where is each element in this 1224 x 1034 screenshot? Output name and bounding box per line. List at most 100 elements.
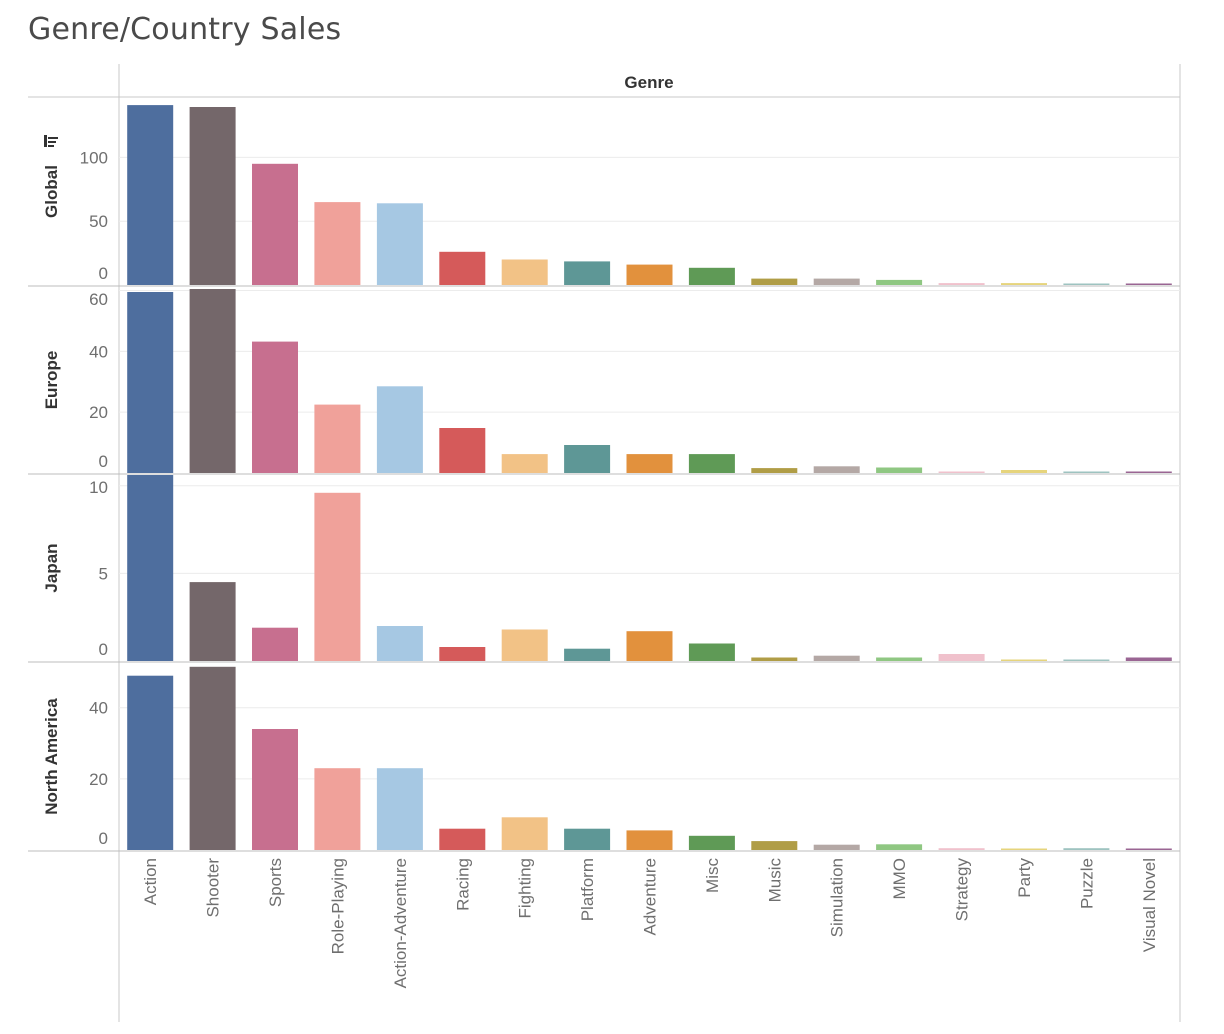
bar-europe-visual-novel[interactable] (1125, 471, 1172, 474)
bar-europe-strategy[interactable] (938, 471, 985, 474)
bar-north-america-action[interactable] (127, 675, 174, 850)
bar-japan-mmo[interactable] (876, 657, 923, 662)
y-tick-label: 10 (89, 478, 108, 497)
panel-label-north-america: North America (42, 698, 61, 815)
bar-europe-adventure[interactable] (626, 454, 673, 473)
x-tick-label: Sports (266, 858, 285, 907)
bar-europe-simulation[interactable] (813, 466, 860, 473)
bars (127, 105, 1172, 850)
y-tick-label: 5 (99, 564, 108, 583)
bar-europe-mmo[interactable] (876, 467, 923, 474)
bar-north-america-misc[interactable] (688, 835, 735, 850)
panel-label-global: Global (42, 165, 61, 218)
bar-global-role-playing[interactable] (314, 202, 361, 285)
bar-europe-role-playing[interactable] (314, 404, 361, 473)
y-tick-label: 20 (89, 770, 108, 789)
bar-global-fighting[interactable] (501, 259, 548, 286)
chart-title: Genre/Country Sales (28, 12, 342, 47)
y-tick-label: 0 (99, 452, 108, 471)
bar-europe-racing[interactable] (439, 428, 486, 473)
bar-europe-puzzle[interactable] (1063, 471, 1110, 474)
bar-japan-action-adventure[interactable] (376, 626, 423, 661)
bar-japan-simulation[interactable] (813, 655, 860, 661)
bar-europe-shooter[interactable] (189, 289, 236, 473)
x-tick-label: Action-Adventure (391, 858, 410, 988)
x-tick-label: Simulation (828, 858, 847, 937)
x-tick-label: Strategy (953, 858, 972, 922)
bar-north-america-strategy[interactable] (938, 848, 985, 850)
bar-north-america-simulation[interactable] (813, 844, 860, 850)
bar-global-adventure[interactable] (626, 264, 673, 285)
bar-japan-adventure[interactable] (626, 631, 673, 661)
bar-global-puzzle[interactable] (1063, 283, 1110, 286)
x-tick-label: Misc (703, 858, 722, 893)
bar-north-america-role-playing[interactable] (314, 768, 361, 850)
bar-global-strategy[interactable] (938, 283, 985, 285)
bar-global-visual-novel[interactable] (1125, 283, 1172, 286)
bar-north-america-racing[interactable] (439, 828, 486, 850)
bar-japan-music[interactable] (751, 657, 798, 662)
bar-global-action[interactable] (127, 105, 174, 285)
bar-north-america-sports[interactable] (252, 729, 298, 850)
bar-japan-shooter[interactable] (189, 582, 236, 661)
bar-global-music[interactable] (751, 278, 798, 285)
panel-label-japan: Japan (42, 543, 61, 592)
bar-global-misc[interactable] (688, 267, 735, 285)
x-tick-label: Puzzle (1077, 858, 1096, 909)
bar-japan-party[interactable] (1001, 659, 1047, 662)
bar-japan-racing[interactable] (439, 647, 486, 661)
bar-north-america-shooter[interactable] (189, 666, 236, 850)
bar-japan-platform[interactable] (564, 648, 611, 661)
bar-europe-party[interactable] (1001, 470, 1047, 473)
x-tick-label: Action (141, 858, 160, 905)
bar-europe-action-adventure[interactable] (376, 386, 423, 473)
x-tick-label: Fighting (516, 858, 535, 918)
y-tick-label: 0 (99, 640, 108, 659)
bar-global-mmo[interactable] (876, 279, 923, 285)
bar-japan-fighting[interactable] (501, 629, 548, 662)
x-tick-label: Music (765, 858, 784, 903)
bar-north-america-visual-novel[interactable] (1125, 848, 1172, 851)
bar-europe-fighting[interactable] (501, 454, 548, 473)
x-tick-label: Shooter (204, 858, 223, 918)
bar-global-racing[interactable] (439, 251, 486, 285)
axes: 0 50 100 Global 0 20 40 60 Europe 0 5 10 Japan 0 20 40 N… (42, 148, 1159, 988)
bar-north-america-fighting[interactable] (501, 817, 548, 850)
bar-north-america-adventure[interactable] (626, 830, 673, 850)
bar-north-america-puzzle[interactable] (1063, 848, 1110, 850)
bar-global-platform[interactable] (564, 261, 611, 285)
bar-north-america-music[interactable] (751, 841, 798, 850)
x-tick-label: Party (1015, 858, 1034, 898)
filter-icon[interactable] (44, 134, 58, 148)
bar-japan-role-playing[interactable] (314, 492, 361, 661)
bar-north-america-party[interactable] (1001, 848, 1047, 851)
x-tick-label: Platform (578, 858, 597, 921)
bar-japan-sports[interactable] (252, 627, 298, 661)
bar-global-action-adventure[interactable] (376, 203, 423, 285)
x-tick-label: MMO (890, 858, 909, 900)
bar-global-party[interactable] (1001, 283, 1047, 285)
bar-north-america-action-adventure[interactable] (376, 768, 423, 850)
bar-global-sports[interactable] (252, 163, 298, 285)
bar-europe-action[interactable] (127, 292, 174, 473)
x-tick-label: Role-Playing (328, 858, 347, 954)
x-tick-label: Racing (453, 858, 472, 911)
bar-north-america-mmo[interactable] (876, 844, 923, 850)
bar-global-simulation[interactable] (813, 278, 860, 285)
bar-japan-strategy[interactable] (938, 654, 985, 661)
bar-japan-action[interactable] (127, 475, 174, 661)
bar-global-shooter[interactable] (189, 107, 236, 285)
bar-japan-visual-novel[interactable] (1125, 657, 1172, 662)
x-tick-label: Visual Novel (1140, 858, 1159, 952)
bar-japan-puzzle[interactable] (1063, 659, 1110, 662)
bar-europe-sports[interactable] (252, 341, 298, 473)
bar-north-america-platform[interactable] (564, 828, 611, 850)
bar-europe-music[interactable] (751, 468, 798, 473)
bar-europe-platform[interactable] (564, 445, 611, 473)
y-tick-label: 50 (89, 212, 108, 231)
bar-japan-misc[interactable] (688, 643, 735, 662)
x-tick-label: Adventure (641, 858, 660, 936)
bar-europe-misc[interactable] (688, 454, 735, 473)
panel-label-europe: Europe (42, 351, 61, 410)
